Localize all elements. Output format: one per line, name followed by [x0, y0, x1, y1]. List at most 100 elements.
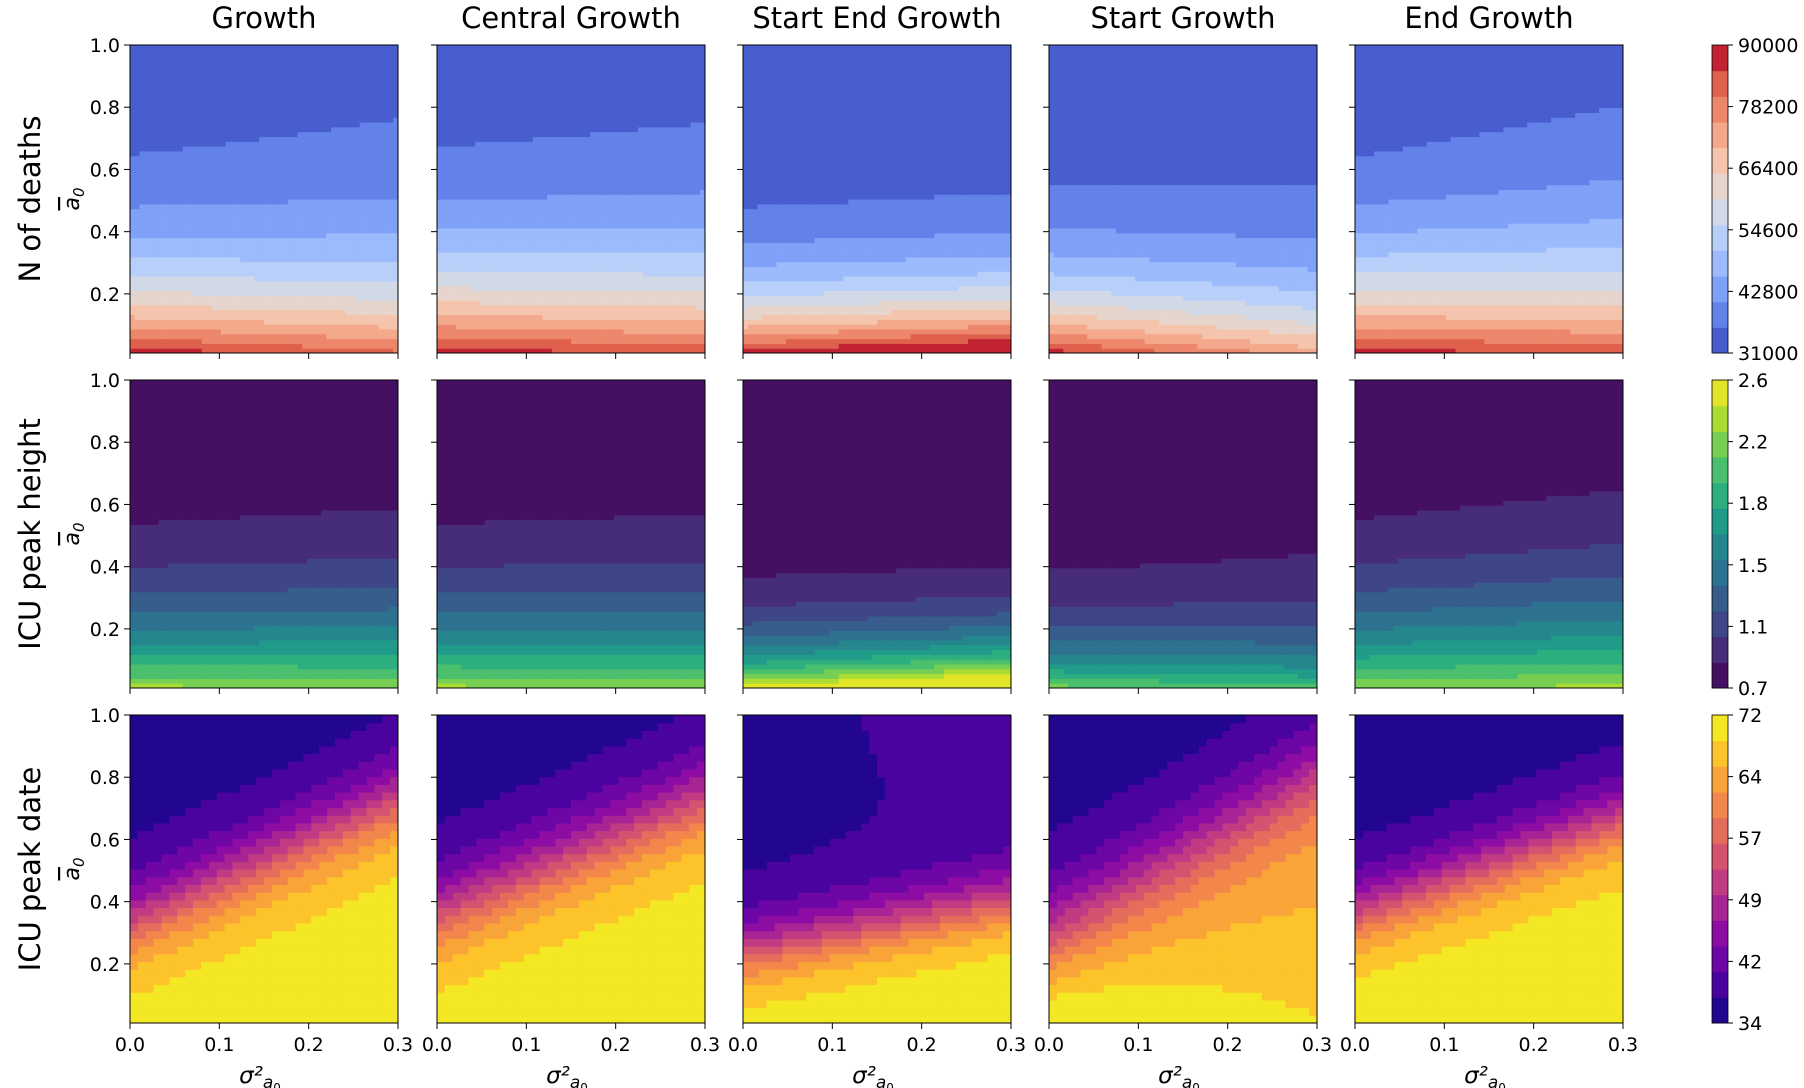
heatmap-cell [307, 97, 313, 104]
heatmap-cell [441, 102, 448, 109]
heatmap-cell [139, 256, 145, 263]
heatmap-cell [456, 122, 462, 128]
heatmap-cell [364, 309, 370, 316]
heatmap-cell [264, 146, 270, 152]
heatmap-cell [197, 64, 203, 70]
heatmap-cell [499, 83, 505, 89]
heatmap-cell [197, 155, 203, 162]
heatmap-cell [134, 203, 141, 210]
heatmap-cell [316, 203, 323, 210]
heatmap-cell [297, 208, 303, 215]
heatmap-cell [144, 122, 150, 128]
heatmap-cell [197, 203, 203, 210]
heatmap-cell [216, 174, 222, 181]
heatmap-cell [470, 300, 476, 306]
heatmap-cell [201, 64, 208, 70]
heatmap-cell [369, 184, 375, 190]
heatmap-cell [465, 160, 472, 166]
heatmap-cell [197, 304, 203, 311]
heatmap-cell [364, 97, 370, 104]
heatmap-cell [249, 150, 256, 157]
heatmap-cell [283, 290, 289, 296]
heatmap-cell [316, 328, 323, 335]
heatmap-cell [441, 189, 448, 195]
heatmap-cell [177, 247, 184, 253]
heatmap-cell [206, 73, 212, 80]
heatmap-cell [513, 179, 519, 186]
heatmap-cell [460, 112, 467, 118]
heatmap-cell [163, 232, 169, 239]
heatmap-cell [388, 276, 394, 282]
heatmap-cell [354, 208, 361, 215]
heatmap-cell [220, 93, 227, 99]
heatmap-cell [283, 160, 289, 166]
heatmap-cell [378, 213, 385, 219]
heatmap-cell [206, 276, 212, 282]
heatmap-cell [287, 290, 294, 296]
heatmap-cell [273, 117, 279, 123]
heatmap-cell [182, 348, 189, 353]
heatmap-cell [254, 280, 260, 287]
heatmap-cell [158, 93, 165, 99]
heatmap-cell [508, 251, 515, 258]
heatmap-cell [130, 150, 136, 157]
heatmap-cell [139, 69, 145, 75]
heatmap-cell [537, 237, 543, 243]
heatmap-cell [201, 131, 208, 138]
heatmap-cell [523, 309, 529, 316]
heatmap-cell [508, 83, 515, 89]
heatmap-cell [235, 324, 241, 330]
heatmap-cell [532, 45, 539, 51]
heatmap-cell [225, 227, 232, 234]
heatmap-cell [331, 64, 337, 70]
heatmap-cell [302, 251, 308, 258]
heatmap-cell [475, 304, 481, 311]
heatmap-cell [201, 155, 208, 162]
heatmap-cell [345, 218, 351, 224]
heatmap-cell [244, 266, 251, 272]
heatmap-cell [326, 218, 332, 224]
heatmap-cell [287, 328, 294, 335]
heatmap-cell [321, 93, 327, 99]
heatmap-cell [523, 78, 529, 85]
heatmap-cell [331, 59, 337, 65]
heatmap-cell [446, 174, 452, 181]
heatmap-cell [335, 203, 342, 210]
heatmap-cell [504, 88, 510, 94]
heatmap-cell [297, 102, 303, 109]
heatmap-cell [216, 218, 222, 224]
heatmap-cell [437, 237, 443, 243]
heatmap-cell [374, 223, 380, 229]
heatmap-cell [321, 122, 327, 128]
heatmap-cell [508, 97, 515, 104]
heatmap-cell [216, 179, 222, 186]
heatmap-cell [374, 208, 380, 215]
heatmap-cell [354, 280, 361, 287]
heatmap-cell [393, 165, 398, 171]
heatmap-cell [369, 150, 375, 157]
heatmap-cell [369, 194, 375, 200]
heatmap-cell [316, 276, 323, 282]
heatmap-cell [499, 333, 505, 340]
heatmap-cell [158, 242, 165, 248]
heatmap-cell [278, 247, 284, 253]
heatmap-cell [359, 237, 366, 243]
heatmap-cell [149, 324, 155, 330]
heatmap-cell [494, 314, 500, 320]
heatmap-cell [460, 107, 467, 113]
heatmap-cell [259, 208, 265, 215]
heatmap-cell [273, 131, 279, 138]
heatmap-cell [456, 150, 462, 157]
heatmap-cell [254, 59, 260, 65]
heatmap-cell [177, 78, 184, 85]
heatmap-cell [311, 160, 318, 166]
heatmap-cell [504, 285, 510, 292]
column-title: Central Growth [461, 1, 681, 35]
heatmap-cell [456, 319, 462, 325]
heatmap-cell [307, 328, 313, 335]
heatmap-cell [254, 309, 260, 316]
heatmap-cell [456, 78, 462, 85]
heatmap-cell [489, 184, 496, 190]
heatmap-cell [153, 146, 160, 152]
heatmap-cell [163, 78, 169, 85]
